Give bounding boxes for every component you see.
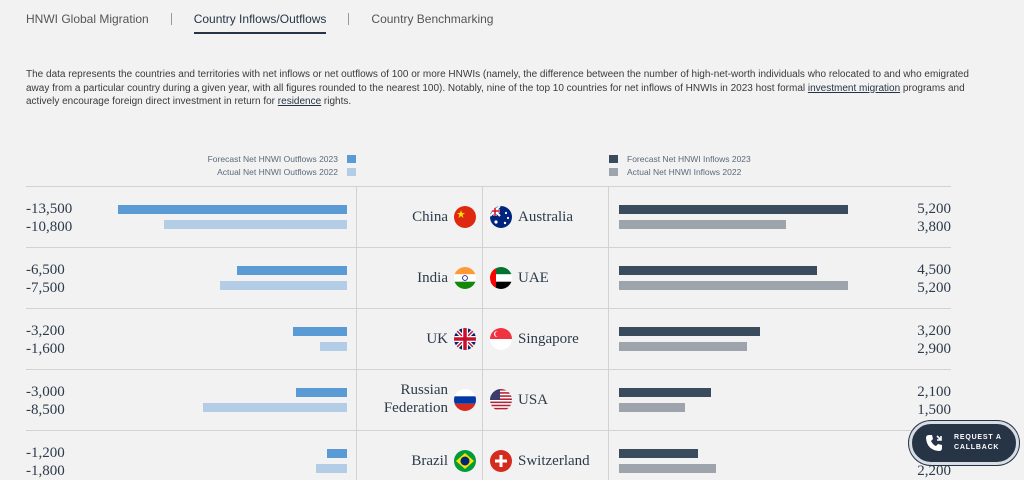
outflow-actual-bar: [163, 220, 347, 229]
outflow-actual-bar: [202, 403, 347, 412]
column-divider: [608, 186, 609, 480]
legend-swatch-actual-inflows: [609, 167, 618, 176]
inflow-country-name: Switzerland: [518, 453, 590, 469]
investment-migration-link[interactable]: investment migration: [807, 82, 901, 94]
outflow-forecast-bar: [292, 327, 347, 336]
outflow-actual-bar: [316, 464, 347, 473]
outflow-forecast-bar: [236, 266, 347, 275]
outflows-legend: Forecast Net HNWI Outflows 2023 Actual N…: [150, 152, 356, 178]
phone-icon: [926, 435, 942, 451]
row-divider: [26, 186, 951, 187]
tab-hnwi-global-migration[interactable]: HNWI Global Migration: [26, 12, 149, 26]
legend-label-forecast-outflows: Forecast Net HNWI Outflows 2023: [207, 153, 338, 164]
inflow-country-name: USA: [518, 392, 549, 408]
outflow-actual-value: -7,500: [26, 280, 65, 296]
inflow-actual-value: 2,900: [917, 341, 951, 357]
outflow-forecast-bar: [118, 205, 347, 214]
inflow-actual-bar: [619, 342, 747, 351]
legend-swatch-actual-outflows: [347, 167, 356, 176]
inflow-forecast-value: 2,100: [917, 384, 951, 400]
residence-link[interactable]: residence: [277, 96, 322, 107]
inflow-country-name: UAE: [518, 270, 549, 286]
inflow-forecast-value: 5,200: [917, 201, 951, 217]
tab-country-benchmarking[interactable]: Country Benchmarking: [371, 12, 494, 26]
outflow-forecast-bar: [326, 449, 347, 458]
table-row: -13,500 -10,800 China Australia 5,200 3,800: [26, 186, 951, 247]
singapore-flag: [490, 328, 512, 350]
outflow-forecast-value: -3,000: [26, 384, 65, 400]
table-row: -3,000 -8,500 Russian Federation USA 2,100 1,…: [26, 369, 951, 430]
uae-flag: [490, 267, 512, 289]
inflow-actual-value: 3,800: [917, 219, 951, 235]
inflow-actual-bar: [619, 220, 787, 229]
column-divider: [482, 186, 483, 480]
tab-divider: [348, 13, 350, 25]
callback-label: REQUEST A CALLBACK: [954, 434, 1002, 451]
outflow-forecast-value: -6,500: [26, 262, 65, 278]
legend-swatch-forecast-inflows: [609, 154, 618, 163]
row-divider: [26, 430, 951, 431]
row-divider: [26, 308, 951, 309]
switzerland-flag: [490, 450, 512, 472]
inflow-forecast-bar: [619, 388, 712, 397]
inflow-country-name: Australia: [518, 209, 573, 225]
legend-swatch-forecast-outflows: [347, 154, 356, 163]
russia-flag: [454, 389, 476, 411]
inflow-forecast-bar: [619, 449, 699, 458]
outflow-forecast-value: -1,200: [26, 445, 65, 461]
outflow-forecast-bar: [296, 388, 347, 397]
outflow-country-name: China: [412, 209, 448, 225]
inflow-actual-value: 1,500: [917, 402, 951, 418]
outflow-country-name: India: [417, 270, 448, 286]
legend-label-actual-inflows: Actual Net HNWI Inflows 2022: [627, 166, 742, 177]
inflow-actual-bar: [619, 403, 686, 412]
usa-flag: [490, 389, 512, 411]
outflow-actual-value: -8,500: [26, 402, 65, 418]
outflow-actual-value: -10,800: [26, 219, 73, 235]
inflow-forecast-value: 4,500: [917, 262, 951, 278]
tab-divider: [170, 13, 172, 25]
inflow-forecast-value: 3,200: [917, 323, 951, 339]
outflow-actual-bar: [219, 281, 347, 290]
legend-label-forecast-inflows: Forecast Net HNWI Inflows 2023: [627, 153, 751, 164]
india-flag: [454, 267, 476, 289]
outflow-actual-value: -1,800: [26, 463, 65, 479]
china-flag: [454, 206, 476, 228]
inflow-actual-value: 2,200: [917, 463, 951, 479]
outflow-country-name: UK: [426, 331, 448, 347]
tab-country-inflows-outflows[interactable]: Country Inflows/Outflows: [193, 12, 327, 34]
outflow-forecast-value: -13,500: [26, 201, 73, 217]
row-divider: [26, 369, 951, 370]
outflow-country-name: Brazil: [411, 453, 448, 469]
outflow-forecast-value: -3,200: [26, 323, 65, 339]
legend-label-actual-outflows: Actual Net HNWI Outflows 2022: [217, 166, 338, 177]
inflows-legend: Forecast Net HNWI Inflows 2023 Actual Ne…: [609, 152, 751, 178]
tab-bar: HNWI Global Migration Country Inflows/Ou…: [26, 0, 493, 38]
table-row: -3,200 -1,600 UK Singapore 3,200 2,900: [26, 308, 951, 369]
australia-flag: [490, 206, 512, 228]
inflow-actual-bar: [619, 281, 848, 290]
request-callback-button[interactable]: REQUEST A CALLBACK: [909, 421, 1019, 465]
uk-flag: [454, 328, 476, 350]
inflow-country-name: Singapore: [518, 331, 579, 347]
column-divider: [356, 186, 357, 480]
description: The data represents the countries and te…: [26, 69, 969, 107]
inflow-actual-bar: [619, 464, 716, 473]
table-row: -6,500 -7,500 India UAE 4,500 5,200: [26, 247, 951, 308]
outflow-actual-value: -1,600: [26, 341, 65, 357]
inflow-forecast-bar: [619, 266, 818, 275]
row-divider: [26, 247, 951, 248]
brazil-flag: [454, 450, 476, 472]
inflow-forecast-bar: [619, 327, 760, 336]
table-row: -1,200-1,800BrazilSwitzerland1,8002,200: [26, 430, 951, 480]
inflow-forecast-bar: [619, 205, 848, 214]
outflow-actual-bar: [319, 342, 347, 351]
outflow-country-name: Russian Federation: [383, 382, 448, 416]
inflow-actual-value: 5,200: [917, 280, 951, 296]
